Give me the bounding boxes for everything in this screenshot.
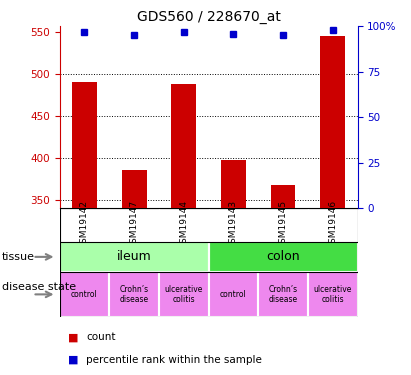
Text: colon: colon bbox=[266, 251, 300, 263]
Text: Crohn’s
disease: Crohn’s disease bbox=[120, 285, 149, 304]
Bar bbox=[72, 82, 97, 208]
Bar bbox=[308, 272, 358, 317]
Bar bbox=[122, 170, 146, 208]
Text: ulcerative
colitis: ulcerative colitis bbox=[164, 285, 203, 304]
Text: control: control bbox=[71, 290, 98, 299]
Bar bbox=[208, 242, 358, 272]
Text: percentile rank within the sample: percentile rank within the sample bbox=[86, 355, 262, 365]
Text: disease state: disease state bbox=[2, 282, 76, 292]
Text: GSM19146: GSM19146 bbox=[328, 200, 337, 249]
Bar bbox=[171, 84, 196, 208]
Text: count: count bbox=[86, 333, 116, 342]
Text: Crohn’s
disease: Crohn’s disease bbox=[268, 285, 298, 304]
Text: ulcerative
colitis: ulcerative colitis bbox=[314, 285, 352, 304]
Title: GDS560 / 228670_at: GDS560 / 228670_at bbox=[136, 10, 281, 24]
Bar bbox=[208, 272, 258, 317]
Text: ■: ■ bbox=[68, 333, 79, 342]
Bar bbox=[320, 36, 345, 208]
Bar bbox=[258, 272, 308, 317]
Text: ileum: ileum bbox=[117, 251, 152, 263]
Bar bbox=[109, 272, 159, 317]
Bar bbox=[221, 160, 246, 208]
Text: GSM19144: GSM19144 bbox=[179, 200, 188, 249]
Text: GSM19143: GSM19143 bbox=[229, 200, 238, 249]
Text: GSM19147: GSM19147 bbox=[129, 200, 139, 249]
Text: ■: ■ bbox=[68, 355, 79, 365]
Bar bbox=[271, 184, 296, 208]
Bar bbox=[159, 272, 208, 317]
Bar bbox=[60, 242, 209, 272]
Text: tissue: tissue bbox=[2, 252, 35, 262]
Text: GSM19142: GSM19142 bbox=[80, 200, 89, 249]
Bar bbox=[60, 272, 109, 317]
Text: control: control bbox=[220, 290, 247, 299]
Text: GSM19145: GSM19145 bbox=[279, 200, 288, 249]
